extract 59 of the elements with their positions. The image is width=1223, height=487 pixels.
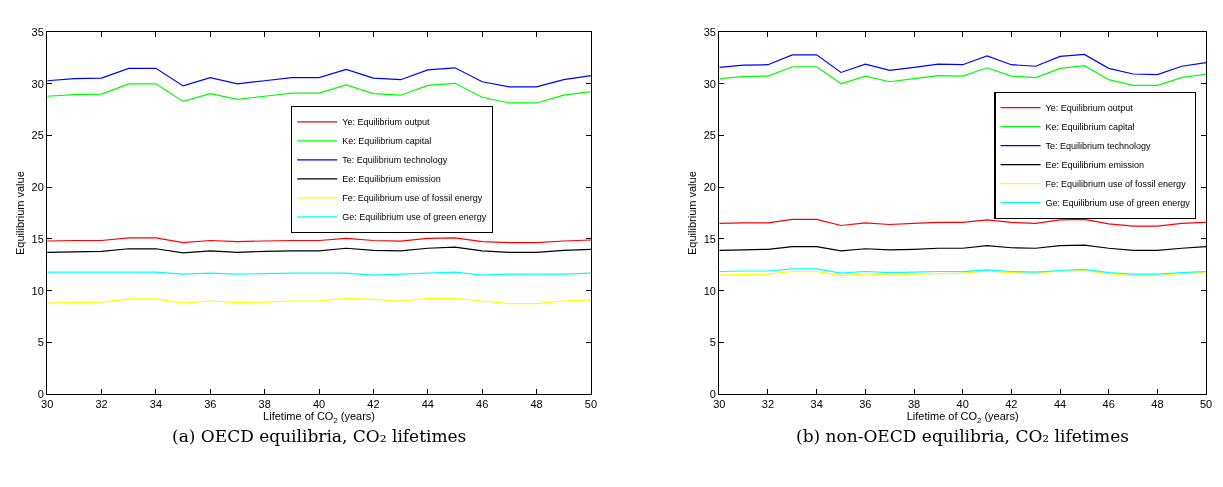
legend-label: Ye: Equilibrium output	[342, 117, 430, 128]
legend-label: Ee: Equilibrium emission	[342, 174, 441, 185]
legend-label: Ee: Equilibrium emission	[1045, 160, 1145, 171]
x-tick-label: 44	[421, 398, 434, 411]
x-tick-label: 40	[312, 398, 326, 411]
x-tick-label: 34	[810, 398, 823, 411]
y-tick-label: 30	[31, 77, 44, 90]
text: (a) OECD equilibria, CO₂ lifetimes	[172, 426, 467, 446]
x-tick-label: 40	[956, 398, 969, 411]
x-tick-label: 34	[149, 398, 163, 411]
x-tick-label: 32	[95, 398, 108, 411]
x-tick-label: 46	[476, 398, 489, 411]
x-tick-label: 38	[258, 398, 271, 411]
line-series	[719, 65, 1207, 86]
legend-label: Fe: Equilibrium use of fossil energy	[342, 193, 483, 204]
y-tick-label: 10	[31, 284, 44, 297]
x-tick-label: 50	[1199, 398, 1213, 411]
legend-label: Ke: Equilibrium capital	[1045, 122, 1135, 133]
x-tick-label: 50	[584, 398, 598, 411]
x-axis-title: Lifetime of CO$_{2}$ (years)	[263, 410, 375, 425]
y-tick-label: 10	[703, 284, 716, 297]
x-tick-label: 32	[761, 398, 775, 411]
x-tick-label: 42	[367, 398, 380, 411]
y-tick-label: 20	[703, 181, 716, 194]
y-axis-title: Equilibrium value	[686, 171, 699, 255]
x-tick-label: 36	[859, 398, 872, 411]
legend-label: Te: Equilibrium technology	[342, 155, 448, 166]
x-tick-label: 38	[907, 398, 921, 411]
y-tick-label: 20	[31, 181, 44, 194]
line-series	[719, 218, 1207, 227]
line-series	[719, 53, 1207, 76]
line-series	[47, 82, 591, 104]
y-tick-label: 5	[37, 336, 44, 349]
y-tick-label: 15	[31, 232, 44, 245]
legend-label: Ke: Equilibrium capital	[342, 136, 432, 147]
x-tick-label: 48	[530, 398, 543, 411]
y-tick-label: 30	[703, 77, 716, 90]
x-tick-label: 36	[204, 398, 217, 411]
y-tick-label: 25	[31, 129, 44, 142]
x-tick-label: 42	[1005, 398, 1018, 411]
y-tick-label: 35	[31, 25, 44, 38]
y-tick-label: 5	[709, 336, 716, 349]
legend-label: Ge: Equilibrium use of green energy	[1045, 198, 1191, 209]
x-tick-label: 46	[1102, 398, 1115, 411]
y-tick-label: 35	[703, 25, 716, 38]
legend-label: Fe: Equilibrium use of fossil energy	[1045, 179, 1187, 190]
x-tick-label: 48	[1151, 398, 1164, 411]
legend-label: Ye: Equilibrium output	[1045, 103, 1134, 114]
y-tick-label: 15	[703, 232, 716, 245]
y-tick-label: 0	[709, 387, 716, 400]
y-axis-title: Equilibrium value	[14, 171, 27, 255]
legend-label: Ge: Equilibrium use of green energy	[342, 212, 487, 223]
legend-label: Te: Equilibrium technology	[1045, 141, 1152, 152]
line-series	[47, 67, 591, 88]
y-tick-label: 0	[37, 387, 44, 400]
x-tick-label: 44	[1053, 398, 1067, 411]
text: (b) non-OECD equilibria, CO₂ lifetimes	[796, 426, 1129, 446]
y-tick-label: 25	[703, 129, 716, 142]
x-axis-title: Lifetime of CO$_{2}$ (years)	[906, 410, 1019, 425]
